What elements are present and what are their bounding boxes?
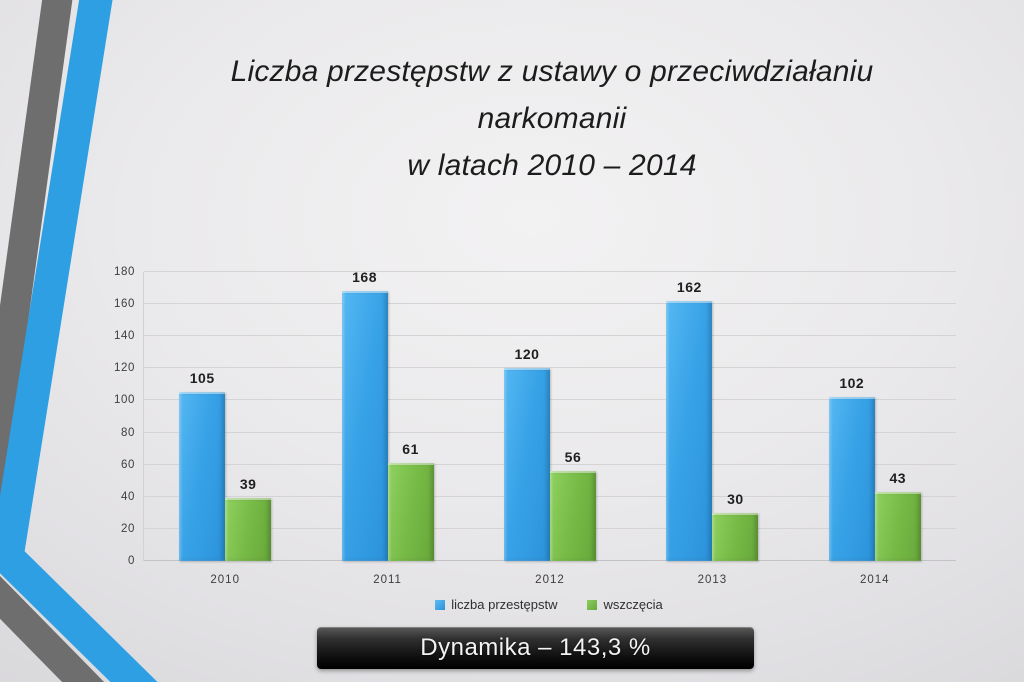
gridline (144, 399, 956, 401)
bar-value-label: 61 (402, 441, 419, 458)
y-axis-tick-label: 0 (128, 555, 135, 567)
dynamics-banner-label: Dynamika – 143,3 % (420, 634, 651, 661)
dynamics-banner: Dynamika – 143,3 % (317, 627, 754, 669)
legend-item: liczba przestępstw (435, 597, 557, 612)
gridline (144, 303, 956, 305)
bar: 168 (341, 269, 388, 561)
bar-group-2013: 162 30 2013 (666, 272, 759, 586)
legend-swatch-icon (435, 599, 446, 610)
bar: 162 (666, 279, 713, 561)
bar: 105 (179, 370, 226, 561)
bar: 43 (874, 470, 921, 561)
gridline (144, 431, 956, 433)
bar: 39 (225, 476, 272, 561)
x-axis-category-label: 2013 (697, 574, 728, 586)
bar: 56 (549, 449, 596, 561)
gridline (144, 271, 956, 272)
bar-group-2012: 120 56 2012 (503, 272, 596, 586)
x-axis-category-label: 2012 (535, 574, 565, 586)
x-axis-category-label: 2011 (373, 574, 402, 586)
bar-group-2010: 105 39 2010 (179, 272, 272, 586)
bar: 120 (503, 346, 550, 561)
legend-label: liczba przestępstw (451, 597, 558, 612)
side-stripes-decoration (0, 0, 158, 682)
slide-title: Liczba przestępstw z ustawy o przeciwdzi… (130, 48, 974, 189)
blue-stripe (0, 0, 158, 682)
slide-title-line2: narkomanii (477, 102, 627, 135)
slide-title-line1: Liczba przestępstw z ustawy o przeciwdzi… (230, 55, 874, 88)
bar-value-label: 120 (514, 346, 540, 363)
bar-value-label: 102 (839, 375, 865, 392)
y-axis-tick-label: 80 (121, 426, 135, 439)
y-axis-tick-label: 140 (114, 330, 135, 343)
x-axis-category-label: 2010 (210, 574, 240, 586)
bar-value-label: 43 (889, 469, 907, 486)
legend-label: wszczęcia (603, 597, 663, 612)
gridline (144, 367, 956, 369)
bar-value-label: 56 (564, 449, 582, 466)
bar-value-label: 39 (239, 476, 257, 493)
y-axis-tick-label: 60 (121, 458, 135, 471)
y-axis-tick-label: 120 (114, 362, 135, 375)
y-axis-tick-label: 160 (114, 298, 135, 311)
gray-stripe (0, 0, 105, 682)
y-axis-tick-label: 20 (121, 522, 135, 535)
bar: 61 (387, 441, 434, 561)
bar-value-label: 168 (352, 269, 378, 286)
gridline (144, 335, 956, 337)
plot-area: 105 39 2010 168 61 2011 120 56 2012 162 30 2013 102 4… (143, 269, 956, 586)
y-axis-tick-label: 40 (121, 490, 135, 503)
bar-group-2011: 168 61 2011 (341, 269, 434, 586)
legend-item: wszczęcia (587, 597, 663, 612)
bar-group-2014: 102 43 2014 (828, 272, 921, 586)
y-axis-tick-label: 180 (114, 266, 135, 278)
legend-swatch-icon (587, 599, 598, 610)
bar-value-label: 162 (676, 278, 702, 295)
bar-value-label: 30 (727, 490, 744, 507)
gridline (144, 463, 956, 465)
bar-value-label: 105 (189, 370, 215, 387)
bar: 102 (828, 375, 875, 561)
x-axis-category-label: 2014 (859, 574, 890, 586)
y-axis-tick-label: 100 (114, 394, 135, 407)
bar: 30 (712, 491, 759, 561)
chart-legend: liczba przestępstw wszczęcia (143, 597, 955, 612)
slide-title-line3: w latach 2010 – 2014 (407, 149, 697, 182)
